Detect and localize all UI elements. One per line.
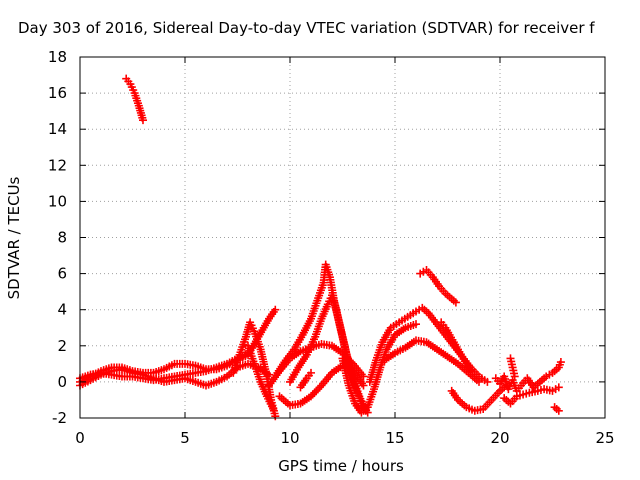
data-point bbox=[307, 368, 315, 377]
series-arc-late-high bbox=[416, 265, 460, 307]
tick-labels: 0 5 10 15 20 25 -2 0 2 4 6 8 10 12 14 16 18 bbox=[48, 48, 615, 447]
x-tick-label: 15 bbox=[385, 429, 404, 447]
data-point bbox=[315, 383, 324, 392]
data-point bbox=[342, 352, 350, 361]
data-point bbox=[554, 406, 563, 415]
series-arc-dip-8 bbox=[244, 341, 278, 413]
x-tick-label: 10 bbox=[280, 429, 299, 447]
data-points bbox=[76, 74, 565, 421]
series-arc-late-low bbox=[447, 381, 511, 415]
series-arc-baseline-c bbox=[76, 349, 252, 385]
data-point bbox=[359, 381, 368, 390]
series-arc-late-spike bbox=[506, 354, 519, 381]
series-arc-late-cluster bbox=[491, 358, 565, 395]
y-tick-label: 14 bbox=[48, 120, 67, 138]
x-tick-label: 25 bbox=[595, 429, 614, 447]
y-tick-label: 0 bbox=[57, 373, 67, 391]
y-tick-label: 18 bbox=[48, 48, 67, 66]
data-point bbox=[314, 385, 322, 394]
y-axis-label: SDTVAR / TECUs bbox=[5, 176, 23, 299]
x-axis-label: GPS time / hours bbox=[278, 457, 404, 475]
series-arc-trough-14 bbox=[338, 320, 420, 417]
y-tick-label: 6 bbox=[57, 265, 67, 283]
x-tick-label: 20 bbox=[490, 429, 509, 447]
series-arc-end bbox=[550, 403, 563, 415]
data-point bbox=[271, 305, 280, 314]
data-point bbox=[412, 320, 420, 329]
data-point bbox=[340, 350, 349, 359]
y-tick-label: 10 bbox=[48, 192, 67, 210]
data-point bbox=[307, 392, 315, 401]
series-arc-early-high bbox=[122, 74, 147, 125]
axis-ticks bbox=[79, 56, 606, 419]
series-arc-mid-10 bbox=[265, 339, 368, 390]
data-point bbox=[483, 377, 492, 386]
series-arc-spike-17 bbox=[437, 318, 475, 376]
data-point bbox=[312, 386, 321, 395]
data-point bbox=[466, 367, 475, 376]
data-point bbox=[347, 358, 356, 367]
y-tick-label: 4 bbox=[57, 301, 67, 319]
y-tick-label: -2 bbox=[52, 409, 67, 427]
series-arc-late-cluster-b bbox=[500, 383, 563, 408]
data-point bbox=[556, 358, 565, 367]
data-point bbox=[308, 390, 317, 399]
data-point bbox=[554, 383, 563, 392]
chart-title: Day 303 of 2016, Sidereal Day-to-day VTE… bbox=[18, 19, 595, 37]
y-tick-label: 12 bbox=[48, 156, 67, 174]
data-point bbox=[310, 388, 319, 397]
data-point bbox=[451, 298, 460, 307]
data-point bbox=[269, 404, 278, 413]
series-arc-sep-10 bbox=[296, 368, 315, 392]
x-tick-label: 5 bbox=[180, 429, 190, 447]
x-tick-label: 0 bbox=[75, 429, 85, 447]
series-arc-peak-11 bbox=[273, 260, 370, 415]
data-point bbox=[139, 116, 147, 125]
y-tick-label: 8 bbox=[57, 229, 67, 247]
y-tick-label: 16 bbox=[48, 84, 67, 102]
y-tick-label: 2 bbox=[57, 337, 67, 355]
series-arc-mid-15 bbox=[380, 336, 483, 386]
data-point bbox=[475, 377, 483, 386]
data-point bbox=[271, 412, 280, 421]
data-point bbox=[510, 372, 519, 381]
